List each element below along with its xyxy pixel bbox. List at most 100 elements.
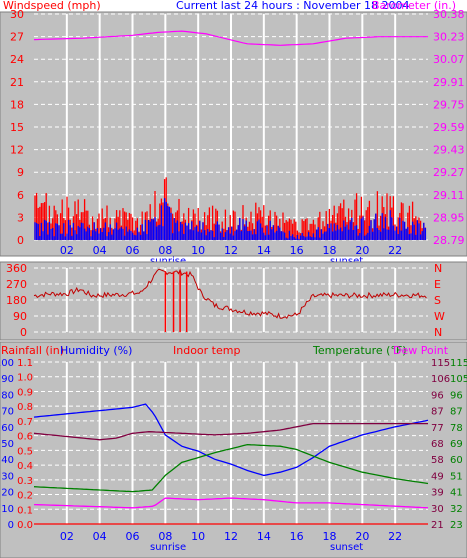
wind-y-tick-label: 0 bbox=[17, 234, 24, 247]
rainfall-y-tick-label: 0.5 bbox=[17, 446, 33, 457]
indoor-temp-series-line bbox=[33, 422, 428, 441]
humidity-y-ticks: 0 10 20 30 40 50 60 70 80 90 100 bbox=[0, 358, 14, 531]
barometer-y-tick-label: 29.11 bbox=[433, 189, 465, 202]
temp-x-tick-label: 10 bbox=[191, 530, 205, 543]
compass-y-tick-label: S bbox=[434, 294, 441, 307]
dewpoint-y-ticks: 23 32 41 51 60 69 78 87 96 105 115 bbox=[450, 358, 467, 531]
wind-x-tick-label: 14 bbox=[257, 244, 271, 257]
direction-series-line bbox=[33, 268, 427, 319]
rainfall-y-tick-label: 0.7 bbox=[17, 417, 33, 428]
windspeed-axis-label: Windspeed (mph) bbox=[3, 0, 101, 12]
compass-y-tick-label: N bbox=[434, 262, 442, 275]
temp-x-tick-label: 12 bbox=[224, 530, 238, 543]
humidity-y-tick-label: 0 bbox=[8, 520, 14, 531]
temp-x-tick-label: 02 bbox=[60, 530, 74, 543]
humidity-y-tick-label: 100 bbox=[0, 358, 14, 369]
temperature-humidity-panel: Rainfall (in) Humidity (%) Indoor temp T… bbox=[0, 341, 467, 558]
wind-y-tick-label: 6 bbox=[17, 189, 24, 202]
humidity-y-tick-label: 70 bbox=[1, 407, 14, 418]
wind-x-tick-label: 16 bbox=[290, 244, 304, 257]
wind-x-tick-label: 12 bbox=[224, 244, 238, 257]
barometer-y-tick-label: 30.38 bbox=[433, 8, 465, 21]
indoor-temp-label: Indoor temp bbox=[173, 344, 240, 357]
wind-x-tick-label: 18 bbox=[323, 244, 337, 257]
wind-barometer-panel: Windspeed (mph) Barometer (in.) 0 3 6 9 12 15… bbox=[0, 0, 467, 267]
temperature-axis-label: Temperature (°F) bbox=[312, 344, 407, 357]
wind-x-tick-label: 08 bbox=[158, 244, 172, 257]
temp-x-ticks: 02 04 06 08 10 12 14 16 18 20 22 bbox=[60, 530, 402, 543]
temperature-y-tick-label: 115 bbox=[431, 358, 450, 369]
humidity-axis-label: Humidity (%) bbox=[60, 344, 132, 357]
rainfall-y-tick-label: 1.0 bbox=[17, 373, 33, 384]
wind-x-tick-label: 20 bbox=[355, 244, 369, 257]
wind-x-tick-label: 04 bbox=[93, 244, 107, 257]
humidity-y-tick-label: 30 bbox=[1, 471, 14, 482]
wind-x-tick-label: 06 bbox=[126, 244, 140, 257]
rainfall-y-tick-label: 0.1 bbox=[17, 505, 33, 516]
wind-x-tick-label: 22 bbox=[388, 244, 402, 257]
dew-point-label: Dew Point bbox=[393, 344, 449, 357]
direction-y-tick-label: 360 bbox=[6, 262, 27, 275]
barometer-series-line bbox=[33, 30, 428, 46]
rainfall-y-tick-label: 0.3 bbox=[17, 476, 33, 487]
dewpoint-y-tick-label: 78 bbox=[450, 423, 463, 434]
temp-x-tick-label: 06 bbox=[126, 530, 140, 543]
direction-line bbox=[33, 268, 427, 332]
dewpoint-y-tick-label: 51 bbox=[450, 471, 463, 482]
sunrise-label-bottom: sunrise bbox=[150, 542, 186, 553]
temperature-y-tick-label: 68 bbox=[431, 439, 444, 450]
rainfall-y-tick-label: 0.6 bbox=[17, 432, 33, 443]
temperature-y-tick-label: 96 bbox=[431, 390, 444, 401]
barometer-y-tick-label: 28.95 bbox=[433, 211, 465, 224]
direction-y-ticks: 0 90 180 270 360 bbox=[6, 262, 27, 339]
chart-title: Current last 24 hours : November 18 2004 bbox=[176, 0, 409, 12]
temp-x-tick-label: 22 bbox=[388, 530, 402, 543]
temp-x-tick-label: 16 bbox=[290, 530, 304, 543]
rainfall-y-tick-label: 0.8 bbox=[17, 402, 33, 413]
compass-y-tick-label: N bbox=[434, 326, 442, 339]
temperature-y-tick-label: 30 bbox=[431, 504, 444, 515]
temperature-y-tick-label: 39 bbox=[431, 488, 444, 499]
temperature-y-tick-label: 87 bbox=[431, 407, 444, 418]
humidity-y-tick-label: 60 bbox=[1, 423, 14, 434]
wind-y-tick-label: 9 bbox=[17, 166, 24, 179]
temperature-y-tick-label: 106 bbox=[431, 374, 450, 385]
wind-y-tick-label: 18 bbox=[10, 98, 24, 111]
wind-x-tick-label: 10 bbox=[191, 244, 205, 257]
temp-x-tick-label: 20 bbox=[355, 530, 369, 543]
dewpoint-y-tick-label: 23 bbox=[450, 520, 463, 531]
wind-y-tick-label: 15 bbox=[10, 121, 24, 134]
dewpoint-y-tick-label: 96 bbox=[450, 390, 463, 401]
humidity-y-tick-label: 40 bbox=[1, 455, 14, 466]
wind-bars bbox=[34, 177, 427, 240]
dewpoint-y-tick-label: 87 bbox=[450, 407, 463, 418]
wind-y-tick-label: 12 bbox=[10, 144, 24, 157]
barometer-y-tick-label: 30.23 bbox=[433, 31, 465, 44]
compass-y-tick-label: E bbox=[434, 278, 441, 291]
barometer-y-tick-label: 29.91 bbox=[433, 76, 465, 89]
wind-y-tick-label: 24 bbox=[10, 53, 24, 66]
temp-x-tick-label: 08 bbox=[158, 530, 172, 543]
barometer-y-tick-label: 29.43 bbox=[433, 144, 465, 157]
dewpoint-y-tick-label: 32 bbox=[450, 504, 463, 515]
direction-y-tick-label: 180 bbox=[6, 294, 27, 307]
dewpoint-y-tick-label: 60 bbox=[450, 455, 463, 466]
barometer-line bbox=[33, 30, 428, 46]
wind-x-tick-label: 02 bbox=[60, 244, 74, 257]
dew-point-series-line bbox=[33, 497, 429, 509]
humidity-y-tick-label: 20 bbox=[1, 488, 14, 499]
wind-y-tick-label: 3 bbox=[17, 211, 24, 224]
humidity-y-tick-label: 50 bbox=[1, 439, 14, 450]
barometer-y-tick-label: 30.07 bbox=[433, 53, 465, 66]
direction-y-tick-label: 270 bbox=[6, 278, 27, 291]
rainfall-y-tick-label: 0.4 bbox=[17, 461, 33, 472]
temp-x-tick-label: 18 bbox=[323, 530, 337, 543]
temperature-y-tick-label: 21 bbox=[431, 520, 444, 531]
rainfall-y-tick-label: 0.2 bbox=[17, 491, 33, 502]
dewpoint-y-tick-label: 41 bbox=[450, 488, 463, 499]
temp-lines bbox=[33, 403, 429, 525]
rainfall-y-tick-label: 1.1 bbox=[17, 358, 33, 369]
rainfall-y-tick-label: 0.0 bbox=[17, 520, 33, 531]
